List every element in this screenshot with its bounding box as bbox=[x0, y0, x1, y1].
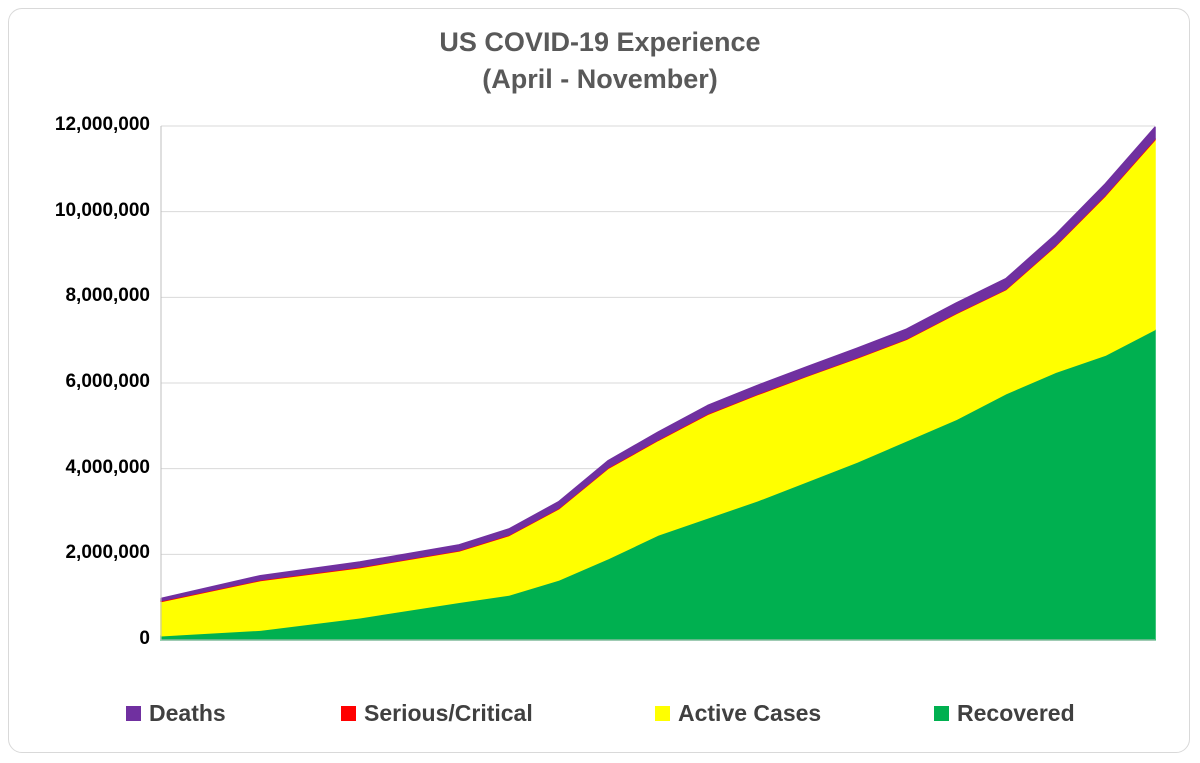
chart-subtitle: (April - November) bbox=[482, 64, 718, 94]
y-tick-label: 4,000,000 bbox=[65, 456, 150, 478]
y-tick-label: 12,000,000 bbox=[54, 114, 150, 135]
y-tick-label: 6,000,000 bbox=[65, 371, 150, 392]
legend-swatch-deaths bbox=[126, 706, 141, 721]
legend-label-active-cases: Active Cases bbox=[678, 700, 822, 726]
legend-label-recovered: Recovered bbox=[957, 700, 1075, 726]
legend-swatch-serious-critical bbox=[341, 706, 356, 721]
legend-item-serious-critical: Serious/Critical bbox=[341, 700, 533, 727]
legend-label-deaths: Deaths bbox=[149, 700, 226, 726]
y-tick-label: 10,000,000 bbox=[54, 199, 150, 221]
area-deaths bbox=[160, 126, 1156, 602]
legend-swatch-recovered bbox=[934, 706, 949, 721]
y-tick-label: 2,000,000 bbox=[65, 542, 150, 564]
legend-item-deaths: Deaths bbox=[126, 700, 226, 727]
legend-swatch-active-cases bbox=[655, 706, 670, 721]
legend-item-active-cases: Active Cases bbox=[655, 700, 821, 727]
legend-label-serious-critical: Serious/Critical bbox=[364, 700, 533, 726]
legend: Deaths Serious/Critical Active Cases Rec… bbox=[0, 700, 1200, 730]
y-tick-label: 8,000,000 bbox=[65, 285, 150, 307]
y-tick-label: 0 bbox=[139, 628, 150, 649]
legend-item-recovered: Recovered bbox=[934, 700, 1075, 727]
chart-title: US COVID-19 Experience bbox=[439, 27, 761, 57]
